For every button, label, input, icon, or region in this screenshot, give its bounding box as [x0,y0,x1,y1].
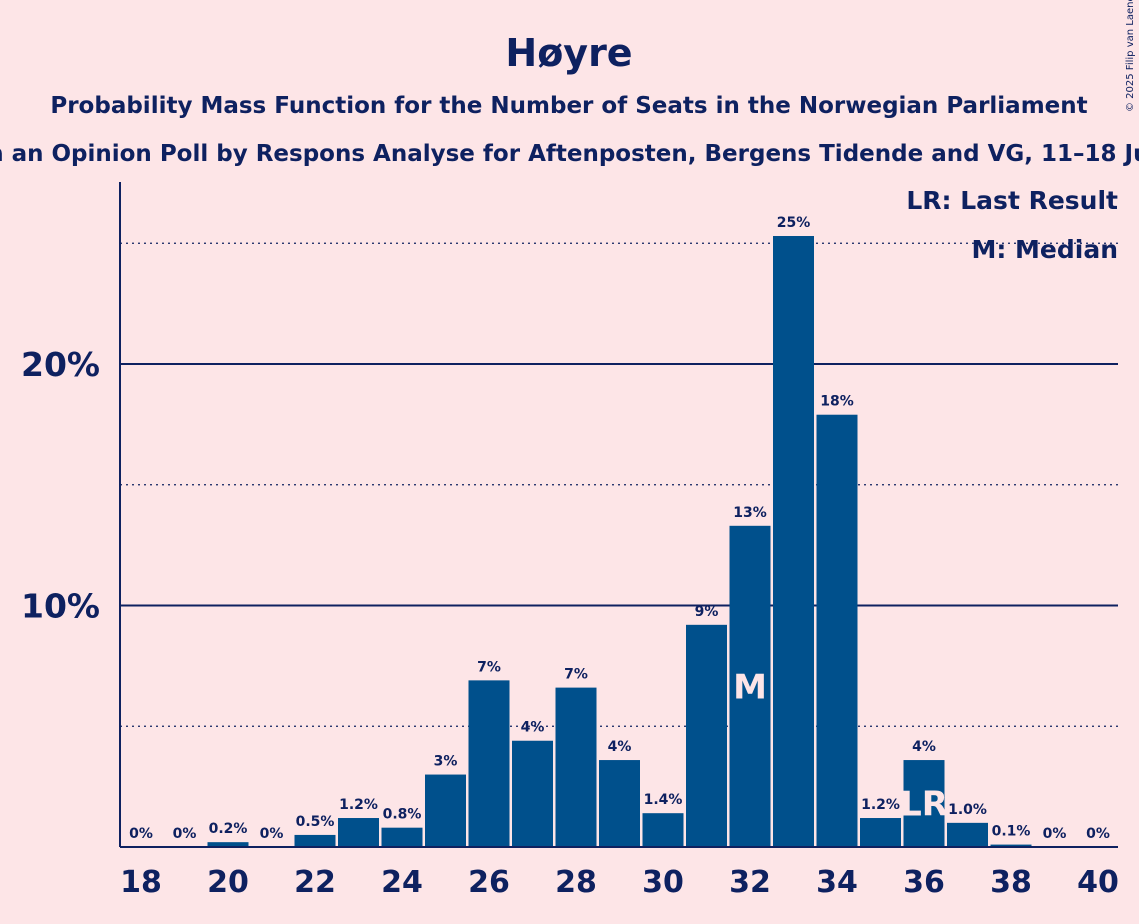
x-tick-label: 30 [642,865,684,900]
bar-seat-37 [947,822,988,847]
bar-seat-20 [207,842,249,847]
bar-seat-36 [903,760,945,847]
data-label-seat-35: 1.2% [861,797,900,813]
x-tick-label: 38 [990,865,1032,900]
x-tick-labels: 18 20 22 24 26 28 30 32 34 36 38 40 [120,865,1119,900]
data-label-seat-24: 0.8% [383,807,422,823]
data-label-seat-29: 4% [608,739,632,755]
bar-seat-38 [990,844,1032,847]
x-tick-label: 20 [207,865,249,900]
bar-markers: M LR [733,667,948,824]
x-tick-label: 22 [294,865,336,900]
x-tick-label: 40 [1077,865,1119,900]
x-tick-label: 32 [729,865,771,900]
data-label-seat-30: 1.4% [644,792,683,808]
bar-seat-22 [294,834,336,847]
median-marker: M [733,667,767,707]
data-label-seat-21: 0% [260,826,284,842]
chart-title: Høyre [505,31,632,75]
bar-seat-33 [773,236,814,847]
x-tick-label: 28 [555,865,597,900]
data-label-seat-20: 0.2% [209,821,248,837]
data-label-seat-19: 0% [173,826,197,842]
last-result-marker: LR [900,785,948,825]
data-label-seat-32: 13% [733,505,767,521]
legend-median: M: Median [971,235,1118,264]
bar-seat-31 [686,624,727,847]
x-tick-label: 26 [468,865,510,900]
data-labels: 0% 0% 0.2% 0%0.5%1.2%0.8%3%7%4%7%4%1.4%9%13… [129,215,1110,842]
chart-subtitle-source: Based on an Opinion Poll by Respons Anal… [0,141,1139,167]
x-tick-label: 24 [381,865,423,900]
bar-seat-26 [468,680,510,847]
data-label-seat-40: 0% [1086,826,1110,842]
data-label-seat-39: 0% [1043,826,1067,842]
bar-seat-23 [338,818,379,847]
bar-seat-27 [512,740,553,847]
copyright-text: © 2025 Filip van Laenen [1125,0,1136,112]
bar-seat-35 [860,818,901,847]
bar-seat-32 [729,525,771,847]
data-label-seat-22: 0.5% [296,814,335,830]
data-label-seat-18: 0% [129,826,153,842]
data-label-seat-27: 4% [521,720,545,736]
x-tick-label: 36 [903,865,945,900]
bar-seat-24 [381,827,423,847]
grid-lines [120,242,1118,727]
bar-seat-28 [555,687,597,847]
chart-subtitle: Probability Mass Function for the Number… [50,93,1087,119]
bar-seat-30 [642,813,684,847]
bar-seat-29 [599,760,640,847]
y-tick-labels: 10% 20% [21,345,100,626]
y-tick-label: 10% [21,587,100,626]
x-tick-label: 34 [816,865,858,900]
bar-seat-34 [816,414,858,847]
axes [119,182,1118,848]
data-label-seat-25: 3% [434,754,458,770]
data-label-seat-23: 1.2% [339,797,378,813]
data-label-seat-33: 25% [777,215,811,231]
data-label-seat-28: 7% [564,667,588,683]
data-label-seat-36: 4% [912,739,936,755]
bar-seat-25 [425,774,466,847]
data-label-seat-37: 1.0% [948,802,987,818]
x-tick-label: 18 [120,865,162,900]
data-label-seat-26: 7% [477,659,501,675]
data-label-seat-38: 0.1% [992,824,1031,840]
data-label-seat-31: 9% [695,604,719,620]
legend-last-result: LR: Last Result [906,186,1118,215]
y-tick-label: 20% [21,345,100,384]
bars [207,236,1032,847]
data-label-seat-34: 18% [820,394,854,410]
